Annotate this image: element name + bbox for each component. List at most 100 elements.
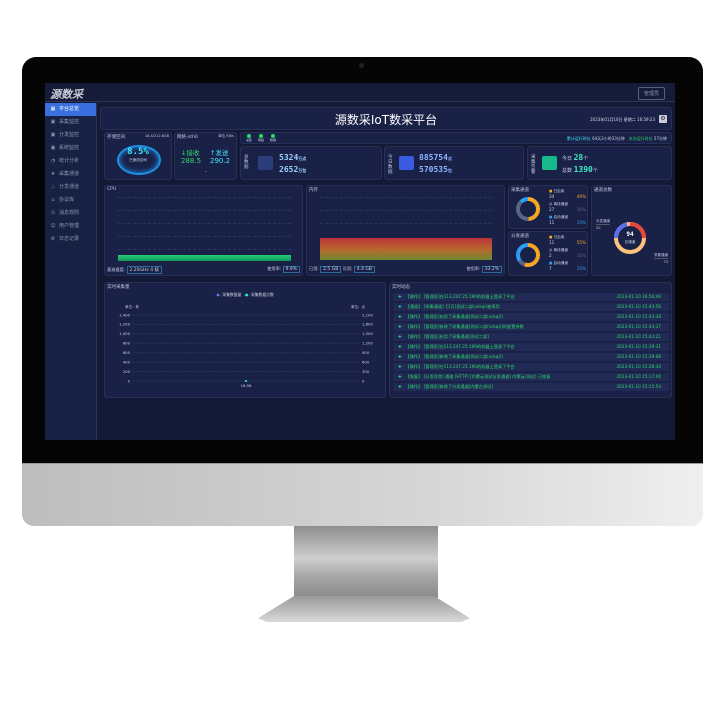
sidebar-item-label: 平台总览 — [59, 106, 80, 112]
realtime-chart-panel: 实时采集量 -●- 采集数据量 -●- 采集数据点数 单位：条 单位：点 1,4… — [104, 282, 386, 398]
sidebar-item-3[interactable]: ▣ 系统监控 — [45, 142, 96, 155]
channel-stat-count: 34 — [549, 194, 555, 199]
y-tick-right: 2,100 — [362, 312, 373, 317]
cpu-freq: 基准速度: 2.20GHz 4 核 — [107, 266, 163, 274]
log-text: [管理员]启用了采集通道[测试二部(sdsql)] — [423, 314, 503, 319]
dist-channel-panel: 分发通道 ■ 已启用 11 55% ■ 离线通道 2 10% ■ 启动通道 7 35% — [508, 231, 588, 276]
channel-stat-pct: 10% — [576, 253, 586, 258]
network-label: 网络 eth0 — [177, 135, 198, 140]
total-data-label: 总数据 — [244, 155, 249, 170]
sidebar-item-4[interactable]: ◔ 统计分析 — [45, 155, 96, 168]
today-data-label: 今日数据 — [388, 155, 393, 175]
log-row[interactable]: ✚ 【操作】 [管理员]修改了采集通道[测试二部(sdsql)]的配置参数 2023… — [393, 323, 669, 331]
channel-label: 分发通道 — [511, 234, 529, 239]
log-row[interactable]: ✚ 【操作】 [管理员]在113.247.25.190的机器上登录了平台 2023-… — [393, 343, 669, 351]
status-indicator: 网络 — [256, 134, 266, 142]
channel-stat-count: 11 — [549, 240, 555, 245]
sidebar-item-9[interactable]: ☺ 用户管理 — [45, 220, 96, 233]
collect-arc-top — [614, 222, 646, 254]
sidebar-item-8[interactable]: ⊙ 消息规则 — [45, 207, 96, 220]
log-time: 2023-01-10 15:39:31 — [616, 344, 661, 349]
monitor-stand — [294, 526, 438, 598]
log-row[interactable]: ✚ 【操作】 [管理员]新增了采集通道[测试二部(sdsql)] 2023-01-1… — [393, 353, 669, 361]
log-text: [管理员]新增了采集通道[测试二部(sdsql)] — [423, 354, 503, 359]
collect-label: 采集通道 — [654, 253, 668, 259]
cpu-usage: 使用率: 9.9% — [267, 266, 300, 273]
sidebar-item-10[interactable]: ⚙ 日志记录 — [45, 233, 96, 246]
sidebar-item-label: 消息规则 — [59, 210, 80, 216]
sidebar-item-label: 协议库 — [59, 197, 75, 203]
channel-total-donut — [614, 222, 646, 254]
sidebar-item-label: 分发通道 — [59, 184, 80, 190]
alarm-today: 今日 28个 — [562, 153, 589, 162]
log-text: [管理员]启用了采集通道[测试二部] — [423, 334, 489, 339]
log-time: 2023-01-10 15:43:21 — [616, 334, 661, 339]
channel-label: 采集通道 — [511, 188, 529, 193]
donut-segment — [516, 197, 540, 221]
log-text: [分发异常] 通道 [HTTP] [内蒙云测试分发通道] 内蒙云(测试) 已恢复 — [423, 374, 551, 379]
monitor-base — [258, 596, 470, 622]
log-row[interactable]: ✚ 【操作】 [管理员]在113.247.25.190的机器上登录了平台 2023-… — [393, 293, 669, 301]
sidebar-item-0[interactable]: ▦ 平台总览 — [45, 103, 96, 116]
y-tick-left: 1,200 — [119, 322, 130, 327]
log-row[interactable]: ✚ 【操作】 [管理员]修改了分发通道[内蒙古测试] 2023-01-10 15:1… — [393, 383, 669, 391]
donut-segment — [516, 243, 540, 267]
channel-stat-name: 已启用 — [553, 235, 565, 239]
alarm-total: 总数 1390个 — [562, 165, 598, 174]
memory-usage-area — [320, 238, 492, 260]
legend-item: 采集数据量 — [222, 292, 242, 297]
settings-icon[interactable]: ⚙ — [659, 115, 667, 123]
dist-arc — [614, 222, 646, 254]
legend-item: 采集数据点数 — [250, 292, 274, 297]
log-text: [管理员]在113.247.25.190的机器上登录了平台 — [423, 344, 515, 349]
dist-label: 分发通道 — [596, 219, 610, 225]
status-indicator: 采集 — [244, 134, 254, 142]
channel-total-panel: 通道总数 94 总通道 分发通道 20 采集通道 74 — [591, 185, 672, 276]
sidebar-item-5[interactable]: ★ 采集通道 — [45, 168, 96, 181]
receive-label: ↓接收 — [181, 149, 200, 157]
channel-total-value: 94 — [626, 231, 634, 238]
log-type: 【操作】 — [405, 294, 423, 299]
log-type: 【通道】 — [405, 304, 423, 309]
send-label: ↑发送 — [210, 149, 229, 157]
storage-capacity: 18.4/212.8GB — [144, 134, 169, 138]
sidebar-item-2[interactable]: ▣ 分发监控 — [45, 129, 96, 142]
log-type: 【操作】 — [405, 344, 423, 349]
log-time: 2023-01-10 15:43:56 — [616, 304, 661, 309]
channel-stat: ■ 启动通道 7 35% — [549, 261, 586, 271]
log-row[interactable]: ✚ 【操作】 [管理员]启用了采集通道[测试二部] 2023-01-10 15:43… — [393, 333, 669, 341]
sidebar-item-label: 日志记录 — [59, 236, 80, 242]
status-label: 采集 — [245, 138, 252, 142]
sidebar-item-6[interactable]: ⛬ 分发通道 — [45, 181, 96, 194]
log-row[interactable]: ✚ 【操作】 [管理员]启用了采集通道[测试二部(sdsql)] 2023-01-1… — [393, 313, 669, 321]
log-row[interactable]: ✚ 【操作】 [管理员]在113.247.25.190的机器上登录了平台 2023-… — [393, 363, 669, 371]
plus-icon: ✚ — [398, 354, 402, 359]
sidebar-item-7[interactable]: ⌂ 协议库 — [45, 194, 96, 207]
today-data-panel: 今日数据 885754点 570535包 — [384, 146, 524, 180]
log-row[interactable]: ✚ 【恢复】 [分发异常] 通道 [HTTP] [内蒙云测试分发通道] 内蒙云(测… — [393, 373, 669, 381]
log-time: 2023-01-10 16:56:46 — [616, 294, 661, 299]
status-dot-icon — [259, 134, 263, 138]
sidebar-item-1[interactable]: ▣ 采集监控 — [45, 116, 96, 129]
camera — [359, 63, 364, 68]
channel-stat: ■ 启动通道 11 15% — [549, 215, 586, 225]
channel-stat-name: 离线通道 — [553, 202, 568, 206]
log-text: [采集通道]【1万]测试二部(sdsql)被停用 — [423, 304, 500, 309]
channel-stat-pct: 49% — [576, 194, 586, 199]
admin-button[interactable]: 管理员 — [637, 87, 665, 100]
log-time: 2023-01-10 15:17:00 — [616, 374, 661, 379]
plus-icon: ✚ — [398, 374, 402, 379]
log-row[interactable]: ✚ 【通道】 [采集通道]【1万]测试二部(sdsql)被停用 2023-01-10… — [393, 303, 669, 311]
users-icon: ☺ — [50, 223, 56, 229]
channel-stat-pct: 55% — [576, 240, 586, 245]
total-points: 5324万点 — [279, 153, 307, 162]
channel-stat-count: 27 — [549, 207, 555, 212]
log-type: 【操作】 — [405, 334, 423, 339]
network-panel: 网络 eth0 单位 KB/s ↓接收 ↑发送 288.5 290.2 - — [174, 132, 237, 180]
network-unit: 单位 KB/s — [218, 134, 234, 138]
channel-stat: ■ 已启用 34 49% — [549, 189, 586, 199]
log-type: 【操作】 — [405, 354, 423, 359]
channel-stat-name: 启动通道 — [553, 261, 568, 265]
donut-segment — [516, 197, 540, 221]
log-panel: 实时动态 ✚ 【操作】 [管理员]在113.247.25.190的机器上登录了平台… — [389, 282, 672, 398]
